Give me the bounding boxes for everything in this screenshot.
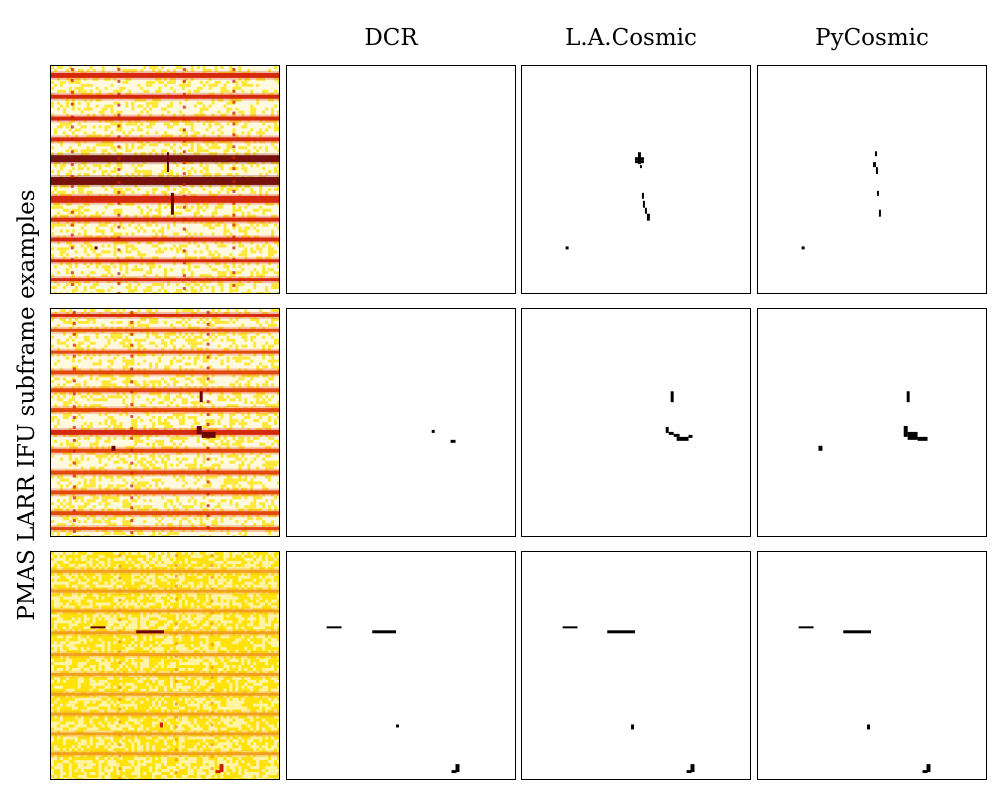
column-header-lacosmic: L.A.Cosmic [565,25,697,51]
detected-pixels [801,151,881,250]
pycosmic-mask-2-image [818,391,928,451]
detected-pixels [565,152,650,250]
pycosmic-mask-1 [757,65,987,294]
detected-pixels [798,626,931,774]
dcr-mask-1-image [287,66,515,293]
dcr-mask-2 [286,308,516,537]
lacosmic-mask-3 [521,551,751,780]
pycosmic-mask-1-image [801,151,881,250]
column-header-dcr: DCR [364,25,418,51]
detected-pixels [562,626,695,774]
raw-subframe-2 [50,308,280,537]
dcr-mask-2-image [431,429,456,443]
detected-pixels [431,429,456,443]
raw-subframe-3 [50,551,280,780]
dcr-mask-3-image [326,626,460,774]
cosmic-hits [90,626,224,774]
detector-noise [51,552,279,779]
raw-subframe-1 [50,65,280,294]
dcr-mask-1 [286,65,516,294]
detected-pixels [665,391,693,441]
raw-subframe-3-image [51,552,279,779]
pycosmic-mask-3 [757,551,987,780]
column-header-pycosmic: PyCosmic [815,25,929,51]
fiber-traces [51,67,279,293]
pycosmic-mask-2 [757,308,987,537]
fiber-traces [51,553,279,779]
lacosmic-mask-2 [521,308,751,537]
lacosmic-mask-2-image [665,391,693,441]
y-axis-label-text: PMAS LARR IFU subframe examples [14,189,40,621]
cosmic-hits [111,391,216,451]
lacosmic-mask-1-image [565,152,650,250]
detected-pixels [326,626,460,774]
lacosmic-mask-3-image [562,626,695,774]
fiber-traces [51,310,279,535]
dcr-mask-3 [286,551,516,780]
lacosmic-mask-1 [521,65,751,294]
raw-subframe-2-image [51,309,279,536]
cosmic-hits [94,152,174,250]
detected-pixels [818,391,928,451]
raw-subframe-1-image [51,66,279,293]
pycosmic-mask-3-image [798,626,931,774]
